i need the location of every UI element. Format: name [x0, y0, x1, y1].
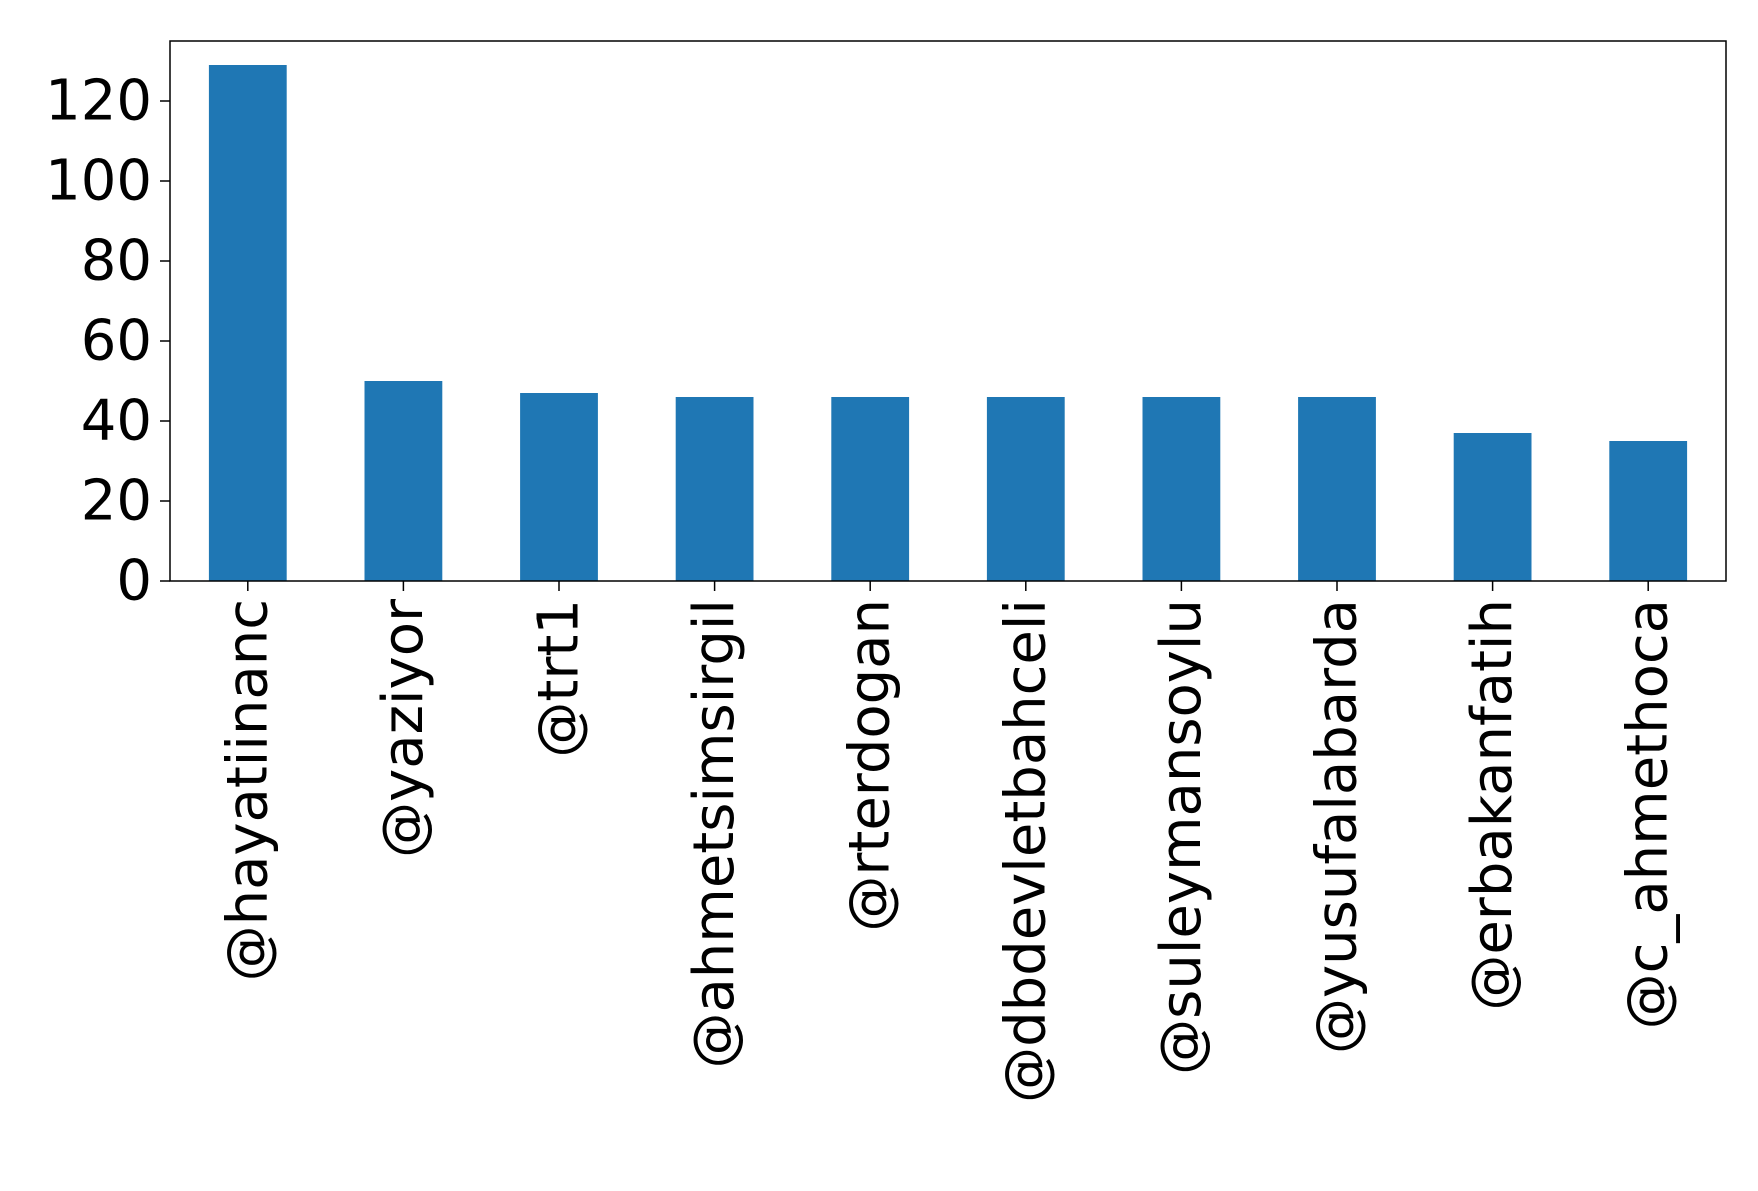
y-tick-label: 100 [45, 149, 152, 214]
bar-ahmetsimsirgil [675, 397, 754, 581]
bars-layer [208, 65, 1688, 581]
bar-erbakanfatih [1453, 433, 1532, 581]
y-tick-label: 0 [116, 549, 152, 614]
x-tick-label: @ahmetsimsirgil [682, 599, 747, 1069]
y-axis: 0 20 40 60 80 100 120 [45, 69, 170, 614]
x-tick-label: @hayatiinanc [215, 599, 280, 981]
bar-yusufalabarda [1298, 397, 1376, 581]
bar-yaziyor [364, 381, 443, 581]
x-tick-label: @c_ahmethoca [1616, 599, 1681, 1029]
y-tick-label: 80 [81, 229, 152, 294]
bar-c-ahmethoca [1609, 441, 1688, 581]
bar-dbdevletbahceli [986, 397, 1065, 581]
bar-trt1 [520, 393, 598, 581]
y-tick-label: 120 [45, 69, 152, 134]
x-tick-label: @rterdogan [838, 599, 903, 932]
x-tick-label: @trt1 [527, 599, 592, 758]
bar-hayatiinanc [208, 65, 287, 581]
x-tick-label: @yusufalabarda [1305, 599, 1370, 1054]
y-tick-label: 40 [81, 389, 152, 454]
x-axis: @hayatiinanc @yaziyor @trt1 @ahmetsimsirgil… [215, 581, 1681, 1103]
plot-frame [169, 40, 1727, 582]
bar-suleymansoylu [1142, 397, 1221, 581]
x-tick-label: @suleymansoylu [1149, 599, 1214, 1075]
bar-rterdogan [831, 397, 910, 581]
x-tick-label: @dbdevletbahceli [993, 599, 1058, 1103]
y-tick-label: 60 [81, 309, 152, 374]
y-tick-label: 20 [81, 469, 152, 534]
x-tick-label: @erbakanfatih [1460, 599, 1525, 1011]
x-tick-label: @yaziyor [371, 598, 436, 858]
